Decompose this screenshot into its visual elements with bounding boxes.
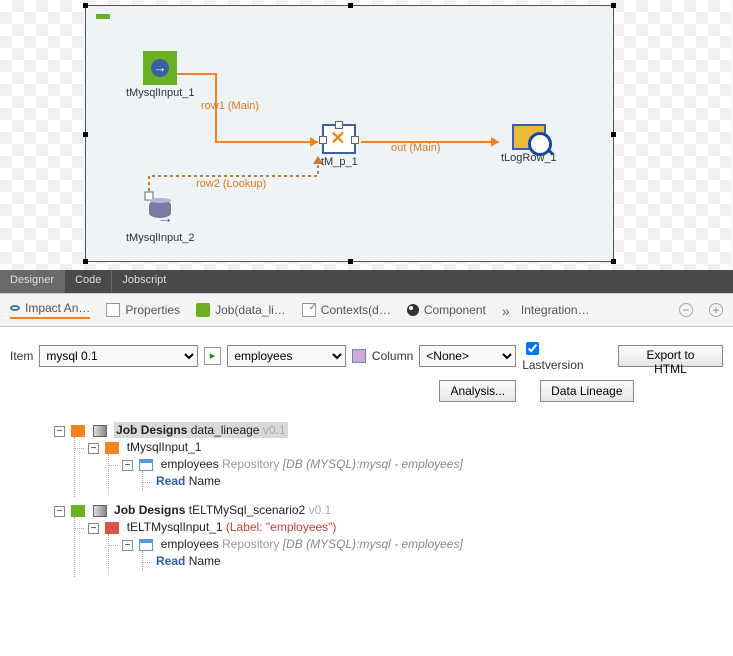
tree-table[interactable]: − employees Repository [DB (MYSQL):mysql… xyxy=(108,454,733,494)
diagram-frame[interactable]: tMysqlInput_1 → tMysqlInput_2 tM_p_1 tLo… xyxy=(85,5,614,262)
view-integration[interactable]: Integration… xyxy=(502,303,590,317)
status-indicator xyxy=(96,14,110,19)
edge-label-row2: row2 (Lookup) xyxy=(196,178,266,190)
view-properties[interactable]: Properties xyxy=(106,303,180,317)
job-icon xyxy=(93,505,107,517)
eye-icon xyxy=(10,305,20,311)
edge-label-row1: row1 (Main) xyxy=(201,100,259,112)
job-version: v0.1 xyxy=(309,503,332,517)
tab-designer[interactable]: Designer xyxy=(0,270,64,293)
tree-column[interactable]: Read Name xyxy=(142,471,733,491)
design-canvas[interactable]: tMysqlInput_1 → tMysqlInput_2 tM_p_1 tLo… xyxy=(0,0,733,270)
impact-tree: − Job Designs data_lineage v0.1 − tMysql… xyxy=(0,410,733,580)
logrow-icon xyxy=(512,124,546,150)
column-select[interactable]: <None> xyxy=(419,345,516,367)
lastversion-input[interactable] xyxy=(526,342,539,355)
maximize-button[interactable]: + xyxy=(709,303,723,317)
editor-tabs: Designer Code Jobscript xyxy=(0,270,733,293)
collapse-toggle[interactable]: − xyxy=(54,426,65,437)
edge-label-out: out (Main) xyxy=(391,142,441,154)
minimize-button[interactable]: − xyxy=(679,303,693,317)
view-label: Impact An… xyxy=(25,301,90,315)
node-label: tMysqlInput_2 xyxy=(126,232,194,244)
view-impact-analysis[interactable]: Impact An… xyxy=(10,301,90,319)
table-select[interactable]: employees xyxy=(227,345,346,367)
component-icon xyxy=(105,442,119,454)
table-name: employees xyxy=(161,537,219,551)
tab-code[interactable]: Code xyxy=(64,270,111,293)
read-label: Read xyxy=(156,474,185,488)
column-label: Column xyxy=(372,349,413,363)
collapse-toggle[interactable]: − xyxy=(54,506,65,517)
view-label: Job(data_li… xyxy=(215,303,286,317)
collapse-toggle[interactable]: − xyxy=(88,523,99,534)
component-icon xyxy=(105,522,119,534)
job-name: tELTMySql_scenario2 xyxy=(189,503,306,517)
node-tmysqlinput-1[interactable]: tMysqlInput_1 xyxy=(126,51,194,99)
repo-label: Repository xyxy=(222,457,279,471)
tree-root-icon xyxy=(71,425,85,437)
collapse-toggle[interactable]: − xyxy=(88,443,99,454)
table-name: employees xyxy=(161,457,219,471)
tmap-icon xyxy=(322,124,356,154)
component-name: tMysqlInput_1 xyxy=(127,440,202,454)
db-path: [DB (MYSQL):mysql - employees] xyxy=(283,457,463,471)
job-icon xyxy=(93,425,107,437)
node-tlogrow[interactable]: tLogRow_1 xyxy=(501,124,557,164)
node-label: tMysqlInput_1 xyxy=(126,87,194,99)
item-select[interactable]: mysql 0.1 xyxy=(39,345,197,367)
analysis-button[interactable]: Analysis... xyxy=(439,380,516,402)
repo-label: Repository xyxy=(222,537,279,551)
view-component[interactable]: Component xyxy=(407,303,486,317)
view-label: Integration… xyxy=(521,303,590,317)
node-tmap[interactable]: tM_p_1 xyxy=(321,124,358,168)
node-label: tM_p_1 xyxy=(321,156,358,168)
tree-table[interactable]: − employees Repository [DB (MYSQL):mysql… xyxy=(108,534,733,574)
lastversion-checkbox[interactable]: Lastversion xyxy=(522,339,606,372)
node-tmysqlinput-2[interactable]: → tMysqlInput_2 xyxy=(126,196,194,244)
column-name: Name xyxy=(189,554,221,568)
tree-component[interactable]: − tMysqlInput_1 − employees Repository [… xyxy=(74,437,733,497)
item-label: Item xyxy=(10,349,33,363)
properties-icon xyxy=(106,303,120,317)
tree-column[interactable]: Read Name xyxy=(142,551,733,571)
db-path: [DB (MYSQL):mysql - employees] xyxy=(283,537,463,551)
job-prefix: Job Designs xyxy=(114,503,185,517)
data-lineage-button[interactable]: Data Lineage xyxy=(540,380,633,402)
collapse-toggle[interactable]: − xyxy=(122,460,133,471)
job-icon xyxy=(196,303,210,317)
view-label: Component xyxy=(424,303,486,317)
view-label: Contexts(d… xyxy=(321,303,391,317)
impact-form: Item mysql 0.1 employees Column <None> L… xyxy=(0,327,733,402)
tree-component[interactable]: − tELTMysqlInput_1 (Label: "employees") … xyxy=(74,517,733,577)
run-button[interactable] xyxy=(204,347,222,365)
job-prefix: Job Designs xyxy=(116,423,187,437)
job-version: v0.1 xyxy=(263,423,286,437)
export-html-button[interactable]: Export to HTML xyxy=(618,345,723,367)
db-input-icon: → xyxy=(143,196,177,230)
table-icon xyxy=(139,459,153,471)
tree-job-1[interactable]: − Job Designs data_lineage v0.1 − tMysql… xyxy=(40,420,733,500)
collapse-toggle[interactable]: − xyxy=(122,540,133,551)
read-label: Read xyxy=(156,554,185,568)
table-icon xyxy=(139,539,153,551)
tab-jobscript[interactable]: Jobscript xyxy=(111,270,176,293)
component-name: tELTMysqlInput_1 xyxy=(127,520,223,534)
integration-icon xyxy=(502,303,516,317)
column-name: Name xyxy=(189,474,221,488)
views-tabs: Impact An… Properties Job(data_li… Conte… xyxy=(0,293,733,327)
node-label: tLogRow_1 xyxy=(501,152,557,164)
view-job[interactable]: Job(data_li… xyxy=(196,303,286,317)
view-contexts[interactable]: Contexts(d… xyxy=(302,303,391,317)
palette-icon xyxy=(407,304,419,316)
tree-job-2[interactable]: − Job Designs tELTMySql_scenario2 v0.1 −… xyxy=(40,500,733,580)
db-input-icon xyxy=(143,51,177,85)
job-name: data_lineage xyxy=(191,423,260,437)
table-icon xyxy=(352,349,366,363)
component-detail: (Label: "employees") xyxy=(226,520,337,534)
view-label: Properties xyxy=(125,303,180,317)
contexts-icon xyxy=(302,303,316,317)
tree-root-icon xyxy=(71,505,85,517)
